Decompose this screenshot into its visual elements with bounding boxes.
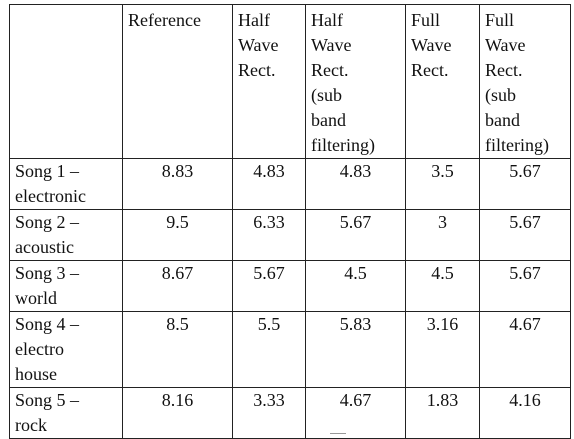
value-cell: 5.67 [232, 260, 306, 312]
value-cell: 8.67 [122, 260, 233, 312]
header-cell-reference: Reference [122, 4, 233, 159]
song-cell: Song 1 – electronic [9, 158, 123, 210]
value-cell: 8.83 [122, 158, 233, 210]
value-cell: 8.5 [122, 311, 233, 388]
value-cell: 5.5 [232, 311, 306, 388]
header-cell-empty [9, 4, 123, 159]
header-cell-half-wave-subband: Half Wave Rect. (sub band filtering) [305, 4, 406, 159]
table-row: Song 5 – rock 8.16 3.33 4.67 1.83 4.16 [9, 387, 571, 439]
value-cell: 5.67 [479, 209, 571, 261]
table-row: Song 3 – world 8.67 5.67 4.5 4.5 5.67 [9, 260, 571, 312]
value-cell: 3.5 [405, 158, 480, 210]
header-cell-half-wave: Half Wave Rect. [232, 4, 306, 159]
table-row: Song 4 – electro house 8.5 5.5 5.83 3.16… [9, 311, 571, 388]
table-row: Song 2 – acoustic 9.5 6.33 5.67 3 5.67 [9, 209, 571, 261]
value-cell: 9.5 [122, 209, 233, 261]
value-cell: 3 [405, 209, 480, 261]
page-edge-mark [330, 433, 346, 438]
value-cell: 4.5 [405, 260, 480, 312]
value-cell: 6.33 [232, 209, 306, 261]
value-cell: 4.67 [479, 311, 571, 388]
value-cell: 5.67 [305, 209, 406, 261]
header-row: Reference Half Wave Rect. Half Wave Rect… [9, 4, 571, 159]
value-cell: 3.33 [232, 387, 306, 439]
value-cell: 3.16 [405, 311, 480, 388]
song-cell: Song 5 – rock [9, 387, 123, 439]
value-cell: 5.67 [479, 158, 571, 210]
value-cell: 4.67 [305, 387, 406, 439]
value-cell: 4.83 [232, 158, 306, 210]
value-cell: 4.83 [305, 158, 406, 210]
value-cell: 4.5 [305, 260, 406, 312]
results-table: Reference Half Wave Rect. Half Wave Rect… [9, 4, 571, 439]
table-row: Song 1 – electronic 8.83 4.83 4.83 3.5 5… [9, 158, 571, 210]
value-cell: 5.67 [479, 260, 571, 312]
value-cell: 5.83 [305, 311, 406, 388]
value-cell: 8.16 [122, 387, 233, 439]
song-cell: Song 2 – acoustic [9, 209, 123, 261]
header-cell-full-wave-subband: Full Wave Rect. (sub band filtering) [479, 4, 571, 159]
value-cell: 4.16 [479, 387, 571, 439]
song-cell: Song 4 – electro house [9, 311, 123, 388]
header-cell-full-wave: Full Wave Rect. [405, 4, 480, 159]
value-cell: 1.83 [405, 387, 480, 439]
song-cell: Song 3 – world [9, 260, 123, 312]
